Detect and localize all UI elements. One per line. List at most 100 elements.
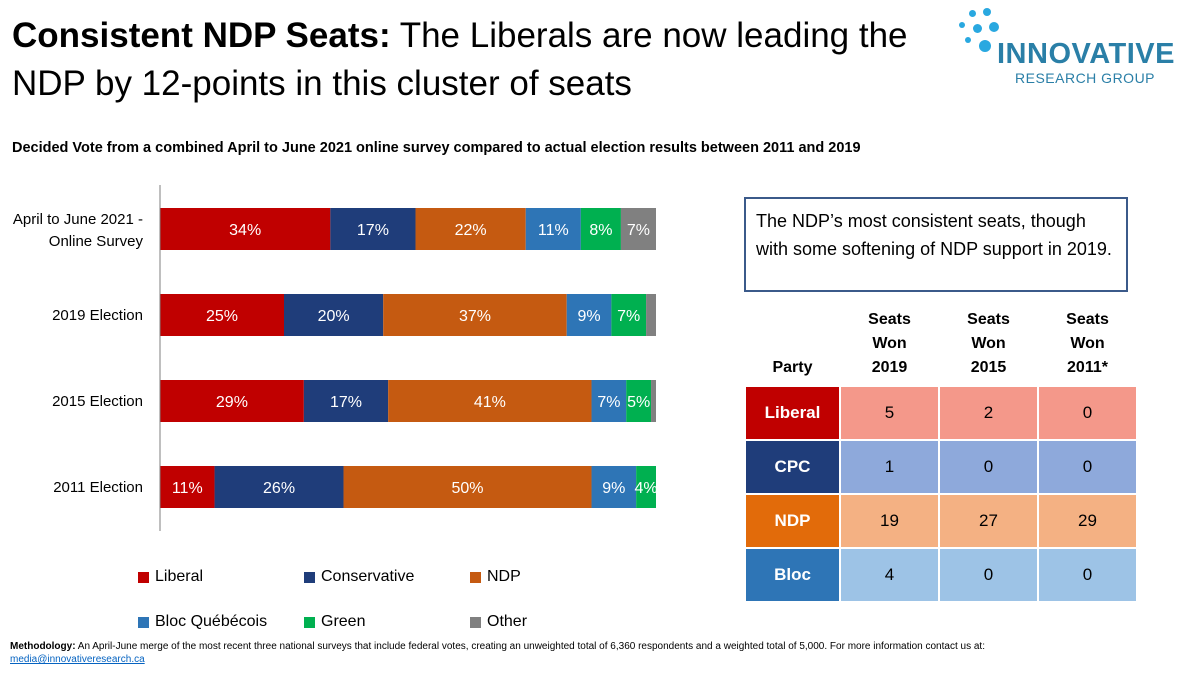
methodology-label: Methodology: xyxy=(10,641,76,652)
legend-swatch xyxy=(138,571,149,583)
stacked-bar-chart: 34% 17% 22% 11% 8% 7% April to June 2021 -Onli… xyxy=(13,185,658,531)
logo-dot xyxy=(989,22,999,32)
seats-column-header: Seats Won 2011* xyxy=(1066,311,1109,376)
seats-cell: 0 xyxy=(1038,440,1137,494)
legend-item: Bloc Québécois xyxy=(138,613,267,631)
bar-segment xyxy=(415,208,526,250)
bar-segment xyxy=(330,208,416,250)
legend-swatch xyxy=(470,616,481,628)
table-row: CPC 1 0 0 xyxy=(745,440,1137,494)
seats-cell: 0 xyxy=(1038,548,1137,602)
data-label: 7% xyxy=(597,394,620,411)
data-label: 8% xyxy=(589,222,612,239)
category-label: 2015 Election xyxy=(52,393,143,410)
bar-segment xyxy=(160,466,215,508)
data-label: 7% xyxy=(617,308,640,325)
methodology-text: An April-June merge of the most recent t… xyxy=(75,641,985,652)
legend-item: Other xyxy=(470,613,527,631)
table-row: Bloc 4 0 0 xyxy=(745,548,1137,602)
bar-segment xyxy=(611,294,647,336)
legend-item: NDP xyxy=(470,568,521,586)
chart-subtitle: Decided Vote from a combined April to Ju… xyxy=(12,140,861,156)
legend-item: Liberal xyxy=(138,568,203,586)
table-row: Liberal 5 2 0 xyxy=(745,386,1137,440)
data-label: 22% xyxy=(455,222,487,239)
data-label: 34% xyxy=(229,222,261,239)
bar-segment xyxy=(636,466,656,508)
legend-label: Bloc Québécois xyxy=(155,613,268,630)
bar-segment xyxy=(580,208,621,250)
data-label: 9% xyxy=(577,308,600,325)
party-column-header: Party xyxy=(772,359,813,376)
party-cell: Liberal xyxy=(745,386,840,440)
data-label: 17% xyxy=(357,222,389,239)
seats-cell: 5 xyxy=(840,386,939,440)
seats-cell: 1 xyxy=(840,440,939,494)
bar-segment xyxy=(160,380,304,422)
methodology-note: Methodology: An April-June merge of the … xyxy=(10,640,1190,666)
legend-label: Conservative xyxy=(321,568,415,585)
data-label: 41% xyxy=(474,394,506,411)
seats-column-header: Seats Won 2019 xyxy=(868,311,911,376)
page-title: Consistent NDP Seats: The Liberals are n… xyxy=(12,12,932,108)
data-label: 50% xyxy=(452,480,484,497)
bar-segment xyxy=(620,208,656,250)
logo-dot xyxy=(959,22,965,28)
legend-label: Liberal xyxy=(155,568,204,585)
data-label: 26% xyxy=(263,480,295,497)
logo-dot xyxy=(965,37,971,43)
data-label: 11% xyxy=(172,480,203,497)
seats-cell: 19 xyxy=(840,494,939,548)
seats-cell: 0 xyxy=(939,548,1038,602)
company-logo: INNOVATIVE RESEARCH GROUP xyxy=(955,4,1180,94)
legend-label: Green xyxy=(321,613,366,630)
logo-dot xyxy=(969,10,976,17)
data-label: 29% xyxy=(216,394,248,411)
data-label: 9% xyxy=(602,480,625,497)
party-cell: CPC xyxy=(745,440,840,494)
logo-dot xyxy=(979,40,991,52)
legend-swatch xyxy=(470,571,481,583)
data-label: 11% xyxy=(538,222,569,239)
party-cell: NDP xyxy=(745,494,840,548)
table-row: NDP 19 27 29 xyxy=(745,494,1137,548)
bar-segment xyxy=(284,294,384,336)
bar-segment xyxy=(646,294,656,336)
bar-segment xyxy=(214,466,344,508)
legend-item: Conservative xyxy=(304,568,414,586)
data-label: 5% xyxy=(627,394,650,411)
seats-cell: 2 xyxy=(939,386,1038,440)
bar-segment xyxy=(591,466,637,508)
bar-segment xyxy=(160,208,331,250)
bar-segment xyxy=(383,294,567,336)
data-label: 7% xyxy=(627,222,650,239)
seats-cell: 27 xyxy=(939,494,1038,548)
contact-email-link[interactable]: media@innovativeresearch.ca xyxy=(10,654,145,665)
logo-dot xyxy=(983,8,991,16)
callout-box: The NDP’s most consistent seats, though … xyxy=(744,197,1128,292)
bar-segment xyxy=(303,380,389,422)
data-label: 25% xyxy=(206,308,238,325)
party-cell: Bloc xyxy=(745,548,840,602)
category-label: 2019 Election xyxy=(52,307,143,324)
logo-name: INNOVATIVE xyxy=(997,38,1175,70)
data-label: 4% xyxy=(635,480,658,497)
bar-segment xyxy=(160,294,284,336)
page-title-bold: Consistent NDP Seats: xyxy=(12,16,391,55)
page-title-rest: The Liberals are now leading the NDP by … xyxy=(12,16,908,103)
bar-segment xyxy=(525,208,581,250)
logo-dot xyxy=(973,24,982,33)
legend-swatch xyxy=(304,571,315,583)
seats-cell: 0 xyxy=(939,440,1038,494)
bar-segment xyxy=(591,380,627,422)
bar-segment xyxy=(566,294,612,336)
seats-column-header: Seats Won 2015 xyxy=(967,311,1010,376)
seats-cell: 29 xyxy=(1038,494,1137,548)
bar-segment xyxy=(388,380,592,422)
data-label: 20% xyxy=(318,308,350,325)
legend-swatch xyxy=(304,616,315,628)
seats-table: Party Seats Won 2019 Seats Won 2015 Seats Won 201… xyxy=(745,308,1137,602)
data-label: 17% xyxy=(330,394,362,411)
chart-legend: Liberal Conservative NDP Bloc Québécois Gree… xyxy=(0,560,700,640)
seats-cell: 4 xyxy=(840,548,939,602)
